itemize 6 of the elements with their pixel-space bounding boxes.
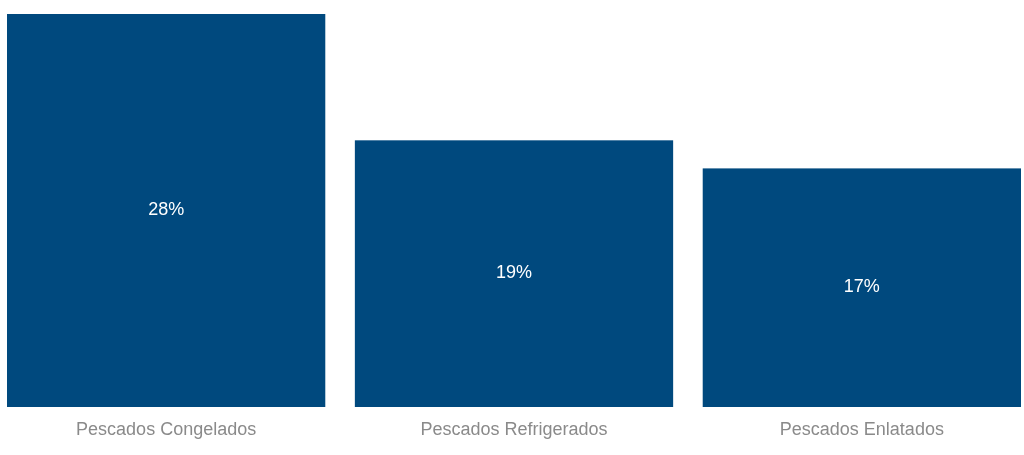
data-label: 17% xyxy=(843,276,880,297)
data-label: 19% xyxy=(495,262,533,283)
data-label: 28% xyxy=(148,199,185,220)
x-tick-label: Pescados Congelados xyxy=(76,419,257,439)
x-tick-label: Pescados Enlatados xyxy=(779,419,944,439)
x-tick-label: Pescados Refrigerados xyxy=(420,419,608,439)
